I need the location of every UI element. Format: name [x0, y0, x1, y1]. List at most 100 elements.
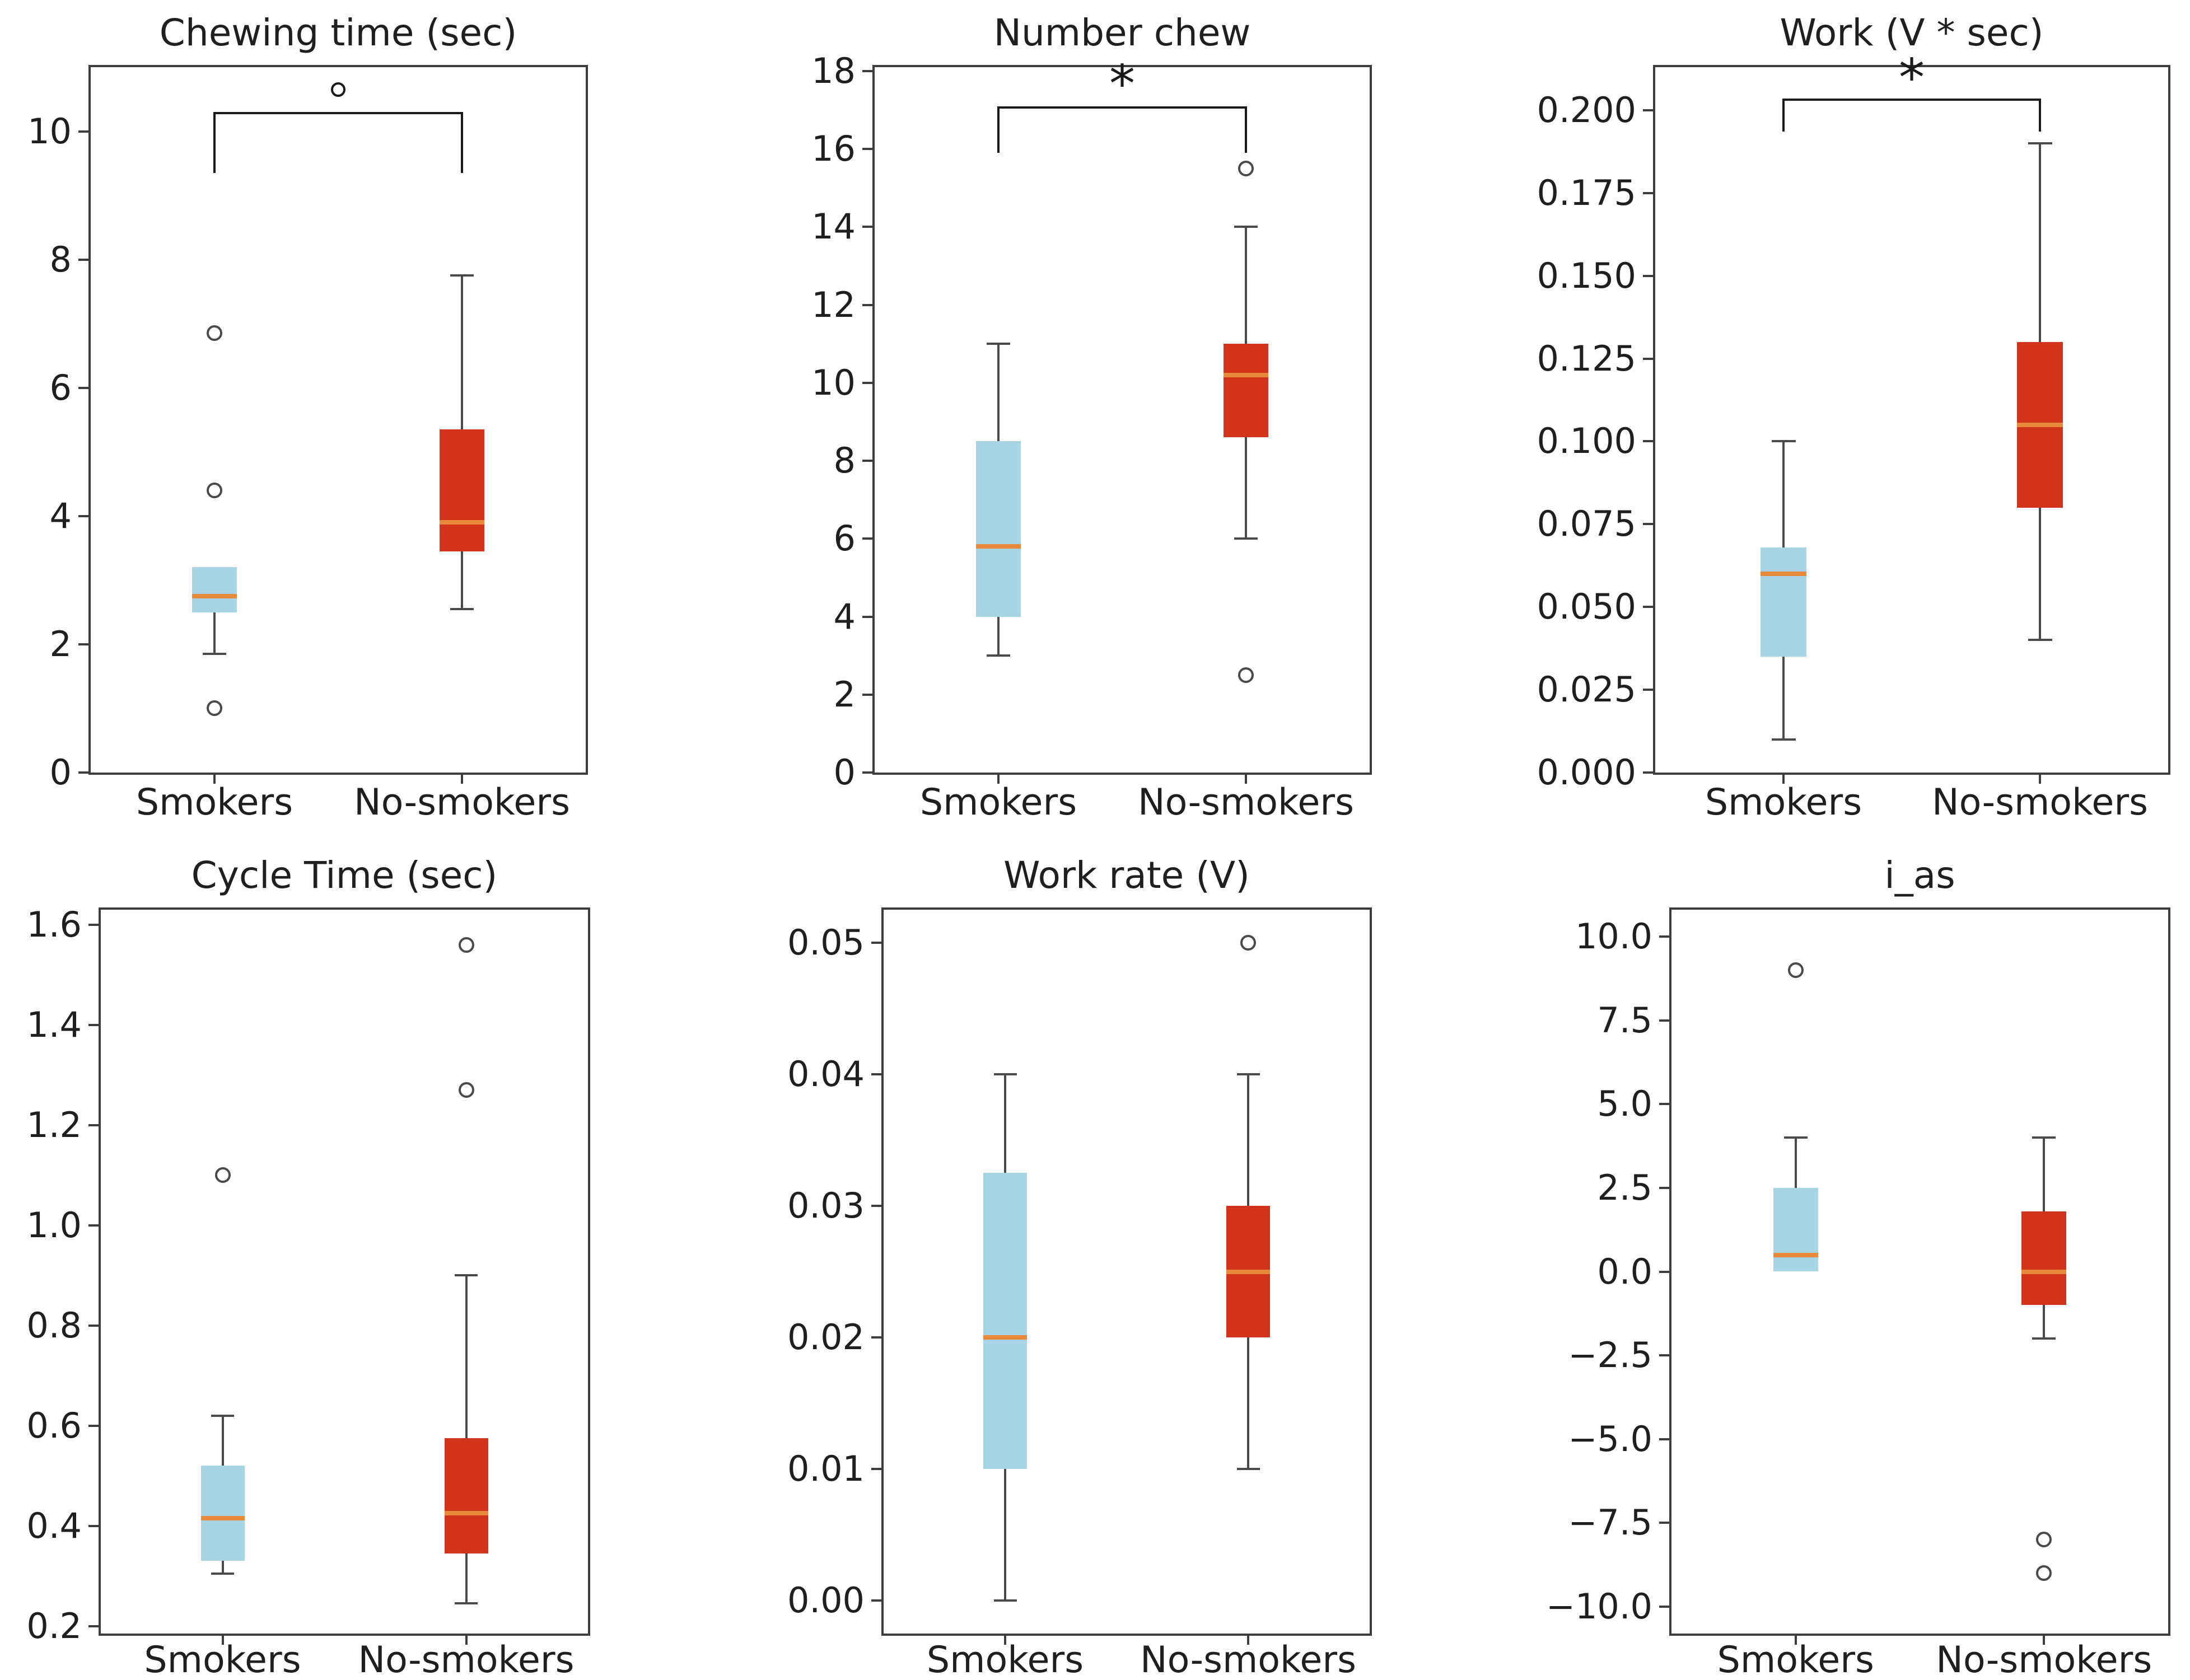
y-tick-label: 4 — [833, 596, 856, 637]
outlier-marker — [207, 700, 222, 717]
whisker-upper — [1794, 1138, 1797, 1188]
whisker-upper — [1245, 227, 1247, 344]
y-tick-mark — [862, 693, 872, 696]
median-line — [440, 520, 484, 525]
y-tick-mark — [78, 514, 88, 517]
y-tick-mark — [871, 941, 881, 944]
y-tick-label: 0.8 — [26, 1304, 82, 1346]
y-tick-label: 0.050 — [1537, 586, 1637, 628]
y-tick-label: 0.00 — [787, 1580, 865, 1621]
y-tick-mark — [871, 1336, 881, 1339]
whisker-cap-lower — [455, 1602, 478, 1605]
whisker-lower — [1247, 1337, 1249, 1470]
whisker-lower — [461, 551, 463, 609]
whisker-upper — [465, 1275, 468, 1439]
y-tick-mark — [78, 771, 88, 774]
y-tick-mark — [88, 1625, 99, 1627]
whisker-cap-lower — [2032, 1337, 2056, 1340]
y-tick-mark — [871, 1073, 881, 1075]
significance-bracket — [997, 106, 1247, 153]
plot-title: Work rate (V) — [1003, 854, 1250, 897]
y-tick-label: 0.01 — [787, 1448, 865, 1490]
y-tick-mark — [862, 771, 872, 774]
y-tick-label: 0.02 — [787, 1317, 865, 1358]
box-no-smokers — [440, 429, 484, 551]
x-tick-mark — [1782, 773, 1785, 784]
y-tick-label: 0.2 — [26, 1605, 82, 1646]
y-tick-label: 7.5 — [1597, 999, 1652, 1041]
significance-bracket — [213, 112, 463, 173]
y-tick-mark — [78, 258, 88, 261]
box-no-smokers — [1224, 344, 1268, 438]
y-tick-mark — [1659, 1438, 1669, 1440]
whisker-cap-upper — [1236, 1073, 1260, 1075]
y-tick-mark — [862, 226, 872, 228]
plot-axes: 0.00 0.01 0.02 0.03 0.04 0.05 — [787, 907, 1372, 1645]
y-tick-label: 1.0 — [26, 1204, 82, 1246]
y-tick-mark — [871, 1599, 881, 1602]
y-tick-mark — [1643, 274, 1653, 277]
y-tick-mark — [862, 537, 872, 540]
outlier-marker — [458, 937, 474, 953]
y-tick-label: 6 — [49, 367, 72, 408]
box-smokers — [976, 441, 1021, 617]
y-tick-label: 10 — [27, 110, 72, 152]
y-tick-mark — [88, 1124, 99, 1126]
y-tick-label: 0 — [49, 752, 72, 793]
y-tick-mark — [862, 381, 872, 384]
y-tick-mark — [1659, 1270, 1669, 1273]
median-line — [192, 594, 237, 598]
whisker-lower — [1245, 437, 1247, 539]
y-tick-label: −10.0 — [1546, 1586, 1652, 1627]
x-tick-label-no-smokers: No-smokers — [1932, 781, 2148, 823]
y-tick-label: 0.05 — [787, 921, 865, 963]
y-tick-label: 0.075 — [1537, 503, 1637, 545]
y-tick-label: 18 — [811, 50, 856, 91]
x-tick-mark — [461, 773, 463, 784]
whisker-cap-lower — [2028, 639, 2052, 642]
median-line — [2021, 1269, 2067, 1274]
whisker-cap-upper — [2032, 1136, 2056, 1139]
outlier-marker — [1787, 962, 1804, 978]
x-tick-mark — [1794, 1634, 1797, 1645]
y-tick-label: 0.04 — [787, 1053, 865, 1094]
whisker-lower — [2039, 507, 2041, 640]
plot-title: Cycle Time (sec) — [191, 854, 498, 897]
x-tick-label-no-smokers: No-smokers — [1138, 781, 1354, 823]
y-tick-mark — [862, 303, 872, 306]
y-tick-mark — [1643, 357, 1653, 360]
box-smokers — [1773, 1187, 1818, 1272]
y-tick-mark — [862, 460, 872, 462]
outlier-marker — [207, 325, 222, 341]
y-tick-mark — [1643, 606, 1653, 609]
y-tick-label: 0.200 — [1537, 89, 1637, 130]
median-line — [1226, 1269, 1270, 1274]
whisker-upper — [1004, 1074, 1006, 1173]
significance-symbol: * — [1109, 54, 1135, 114]
plot-axes: −10.0 −7.5 −5.0 −2.5 0.0 2.5 5.0 7.5 10.0 — [1546, 907, 2170, 1645]
plot-title: Number chew — [993, 11, 1251, 54]
y-tick-label: 0.6 — [26, 1405, 82, 1446]
whisker-cap-lower — [450, 607, 474, 610]
y-tick-mark — [78, 386, 88, 389]
median-line — [976, 544, 1021, 549]
outlier-marker — [1240, 934, 1256, 951]
y-tick-label: 2 — [49, 623, 72, 664]
y-tick-mark — [862, 148, 872, 151]
whisker-cap-lower — [1236, 1468, 1260, 1471]
whisker-upper — [1782, 441, 1785, 547]
x-tick-mark — [1004, 1634, 1006, 1645]
x-tick-mark — [221, 1634, 224, 1645]
median-line — [1773, 1252, 1818, 1257]
y-tick-label: 0.000 — [1537, 752, 1637, 793]
y-tick-label: 1.6 — [26, 904, 82, 945]
plot-title: Chewing time (sec) — [159, 11, 517, 54]
x-tick-mark — [213, 773, 216, 784]
y-tick-mark — [88, 1524, 99, 1527]
y-tick-label: 12 — [811, 284, 856, 325]
whisker-cap-upper — [2028, 142, 2052, 145]
y-tick-mark — [1659, 1354, 1669, 1357]
box-smokers — [200, 1466, 245, 1561]
whisker-upper — [1247, 1074, 1249, 1206]
